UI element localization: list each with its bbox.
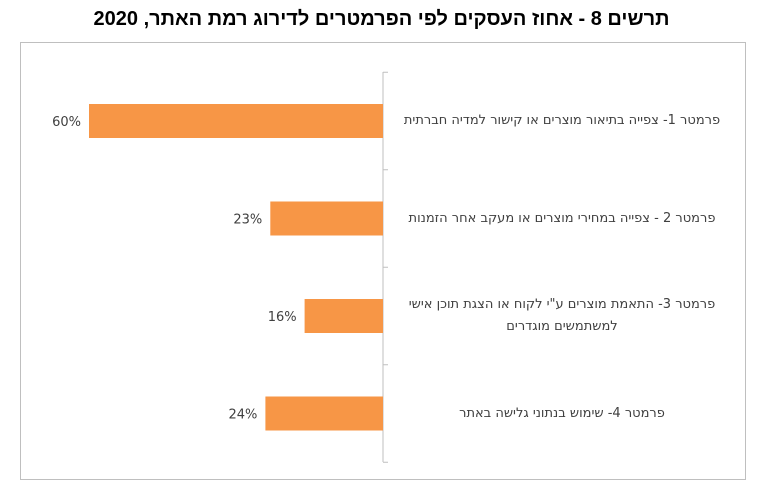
data-label: 16% [268,310,297,325]
category-label: פרמטר 2 - צפייה במחירי מוצרים או מעקב אח… [408,210,716,226]
chart-frame [20,42,746,480]
data-label: 24% [228,408,257,423]
bar [265,396,383,431]
category-label: פרמטר 4- שימוש בנתוני גלישה באתר [459,405,665,421]
bar [304,299,383,333]
bar [270,201,383,236]
data-label: 23% [233,213,262,228]
category-label: פרמטר 3- התאמת מוצרים ע"י לקוח או הצגת ת… [408,297,716,334]
category-label: פרמטר 1- צפייה בתיאור מוצרים או קישור למ… [403,113,721,128]
data-label: 60% [52,115,81,130]
bar [89,104,383,138]
chart-title: תרשים 8 - אחוז העסקים לפי הפרמטרים לדירו… [93,8,670,30]
